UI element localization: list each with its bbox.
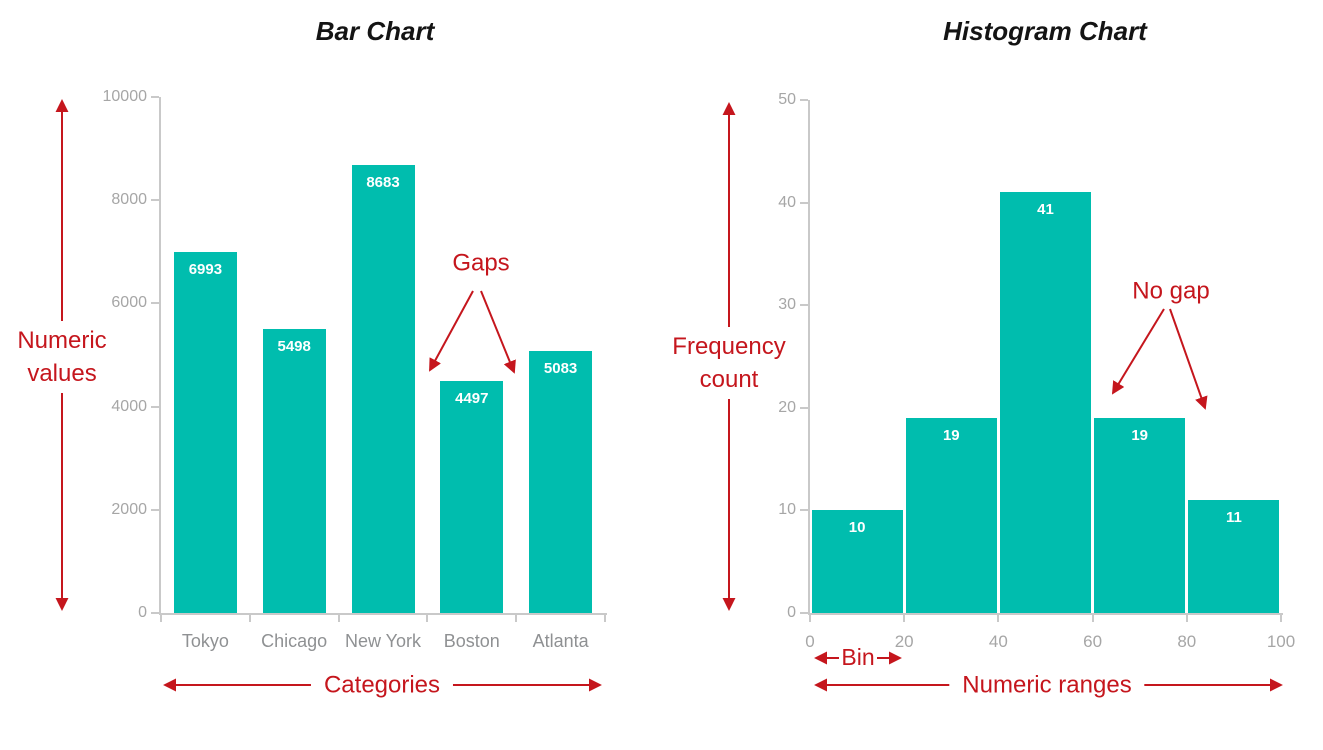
histogram-bin-bar: [1094, 418, 1186, 613]
y-tick-label: 30: [778, 296, 796, 314]
x-axis-tick: [809, 615, 811, 622]
bar-value-label: 5498: [277, 338, 311, 356]
y-axis-tick: [800, 304, 808, 307]
y-axis-tick: [151, 302, 159, 305]
bar-chart-title: Bar Chart: [315, 16, 435, 46]
x-axis-tick: [997, 615, 1000, 622]
y-tick-label: 4000: [111, 397, 147, 415]
category-label: New York: [344, 631, 422, 651]
histogram-bin-bar: [999, 192, 1092, 613]
histogram-chart-title: Histogram Chart: [943, 16, 1147, 46]
bar-value-label: 6993: [188, 261, 223, 279]
x-axis-tick: [160, 615, 162, 622]
y-tick-label: 10: [778, 501, 796, 519]
bar-value-label: 5083: [543, 359, 578, 377]
y-tick-label: 50: [778, 91, 796, 108]
y-tick-label: 0: [138, 604, 147, 621]
bin-label: Bin: [841, 644, 875, 671]
numeric-values-label: Numeric values: [2, 321, 122, 394]
y-tick-label: 40: [778, 193, 796, 211]
y-axis-tick: [800, 99, 808, 101]
y-axis-tick: [800, 509, 808, 512]
no-gap-arrow-left: [1111, 308, 1165, 395]
x-axis-tick: [604, 615, 606, 622]
y-axis-tick: [151, 199, 159, 202]
y-axis-tick: [800, 612, 808, 614]
x-tick-label: 40: [988, 632, 1008, 651]
x-axis-tick: [248, 615, 251, 622]
bar: [262, 329, 326, 613]
histogram-bin-bar: [811, 510, 903, 613]
x-axis-tick: [515, 615, 518, 622]
x-axis-tick: [1280, 615, 1282, 622]
bar: [529, 350, 593, 613]
y-tick-label: 8000: [111, 191, 147, 209]
y-axis-tick: [151, 405, 159, 408]
histogram-bin-bar: [1188, 500, 1280, 613]
category-label: Boston: [443, 631, 500, 651]
x-axis-line: [808, 613, 1283, 615]
gaps-arrow-right: [480, 290, 516, 374]
y-tick-label: 6000: [111, 294, 147, 312]
category-label: Chicago: [261, 631, 328, 651]
y-tick-label: 20: [778, 398, 796, 416]
no-gap-arrow-right: [1169, 308, 1208, 410]
bar: [173, 252, 237, 613]
x-tick-label: 100: [1266, 632, 1296, 651]
y-axis-tick: [151, 612, 159, 614]
bar-value-label: 19: [1131, 427, 1149, 445]
gaps-label: Gaps: [452, 249, 510, 277]
gaps-arrow-left: [429, 290, 474, 372]
y-axis-tick: [800, 201, 808, 204]
category-label: Tokyo: [181, 631, 229, 651]
y-axis-tick: [151, 96, 159, 98]
x-axis-line: [159, 613, 607, 615]
category-label: Atlanta: [532, 631, 589, 651]
y-axis-line: [159, 97, 161, 615]
no-gap-label: No gap: [1132, 277, 1210, 305]
categories-label: Categories: [310, 668, 454, 702]
y-axis-line: [808, 100, 810, 615]
x-tick-label: 20: [894, 632, 914, 651]
bar: [351, 164, 415, 613]
x-axis-tick: [903, 615, 906, 622]
bar: [440, 380, 504, 613]
x-tick-label: 60: [1083, 632, 1103, 651]
bar-value-label: 8683: [366, 173, 400, 191]
y-tick-label: 0: [787, 604, 796, 621]
y-axis-tick: [800, 406, 808, 409]
x-axis-tick: [1185, 615, 1188, 622]
histogram-bin-bar: [905, 418, 997, 613]
x-axis-tick: [337, 615, 340, 622]
x-axis-tick: [426, 615, 429, 622]
bar-value-label: 4497: [455, 389, 489, 407]
x-axis-tick: [1091, 615, 1094, 622]
bar-value-label: 10: [848, 519, 866, 537]
x-tick-label: 80: [1177, 632, 1197, 651]
bar-value-label: 19: [942, 427, 960, 445]
numeric-ranges-label: Numeric ranges: [949, 668, 1145, 702]
x-tick-label: 0: [805, 632, 815, 651]
y-axis-tick: [151, 508, 159, 511]
bar-value-label: 41: [1037, 201, 1054, 219]
y-tick-label: 10000: [102, 88, 148, 105]
bar-value-label: 11: [1225, 509, 1242, 527]
frequency-count-label: Frequency count: [659, 327, 799, 400]
y-tick-label: 2000: [111, 500, 147, 518]
